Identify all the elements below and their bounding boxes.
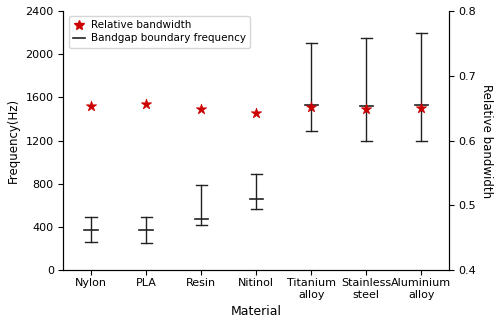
Point: [362, 106, 370, 111]
Legend: Relative bandwidth, Bandgap boundary frequency: Relative bandwidth, Bandgap boundary fre…: [68, 16, 250, 47]
Point: [87, 103, 95, 108]
Y-axis label: Frequency(Hz): Frequency(Hz): [7, 98, 20, 183]
Y-axis label: Relative bandwidth: Relative bandwidth: [480, 84, 493, 198]
Point: [308, 104, 316, 110]
Point: [418, 105, 426, 110]
Point: [197, 106, 205, 111]
X-axis label: Material: Material: [230, 305, 281, 318]
Point: [142, 101, 150, 106]
Point: [252, 110, 260, 115]
